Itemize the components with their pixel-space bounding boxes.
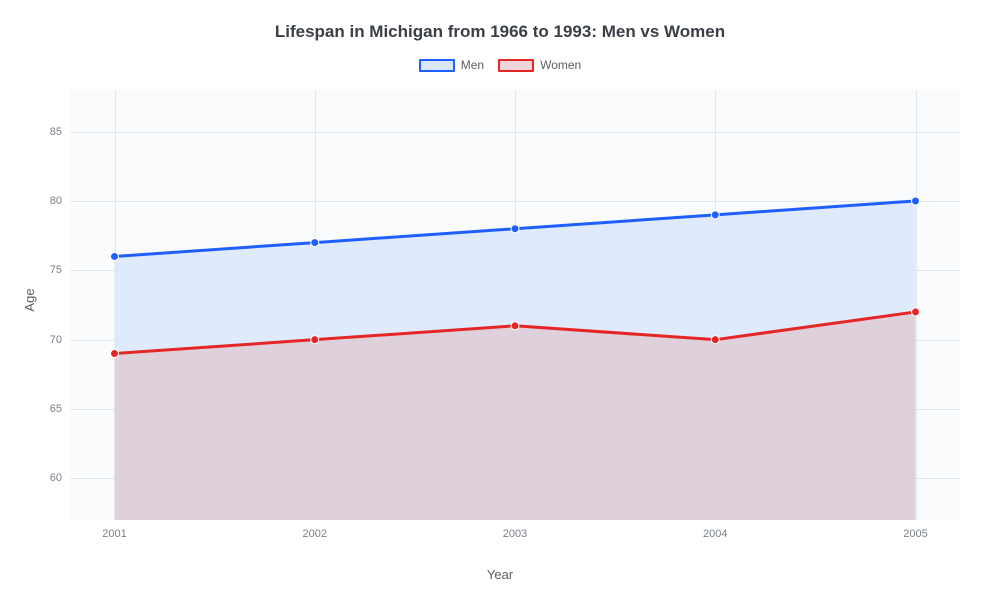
legend-label-women: Women <box>540 58 581 72</box>
legend-item-women[interactable]: Women <box>498 58 581 72</box>
y-tick-label: 60 <box>50 472 62 484</box>
chart-title: Lifespan in Michigan from 1966 to 1993: … <box>0 22 1000 42</box>
data-point-women[interactable] <box>311 336 319 344</box>
data-point-men[interactable] <box>311 239 319 247</box>
data-point-men[interactable] <box>711 211 719 219</box>
legend: Men Women <box>0 58 1000 72</box>
y-axis-title: Age <box>22 288 37 311</box>
data-point-men[interactable] <box>912 197 920 205</box>
legend-swatch-men <box>419 59 455 72</box>
legend-swatch-women <box>498 59 534 72</box>
legend-item-men[interactable]: Men <box>419 58 484 72</box>
x-tick-label: 2001 <box>102 528 126 540</box>
data-point-women[interactable] <box>511 322 519 330</box>
data-point-women[interactable] <box>111 350 119 358</box>
plot-area[interactable]: 20012002200320042005606570758085 <box>70 90 960 520</box>
x-tick-label: 2003 <box>503 528 527 540</box>
y-tick-label: 85 <box>50 126 62 138</box>
x-tick-label: 2004 <box>703 528 727 540</box>
y-tick-label: 70 <box>50 334 62 346</box>
data-point-men[interactable] <box>511 225 519 233</box>
legend-label-men: Men <box>461 58 484 72</box>
data-point-women[interactable] <box>711 336 719 344</box>
data-point-men[interactable] <box>111 252 119 260</box>
x-tick-label: 2005 <box>903 528 927 540</box>
x-axis-title: Year <box>0 567 1000 582</box>
data-point-women[interactable] <box>912 308 920 316</box>
y-tick-label: 65 <box>50 403 62 415</box>
y-tick-label: 80 <box>50 195 62 207</box>
series-layer <box>70 90 960 520</box>
y-tick-label: 75 <box>50 264 62 276</box>
x-tick-label: 2002 <box>303 528 327 540</box>
